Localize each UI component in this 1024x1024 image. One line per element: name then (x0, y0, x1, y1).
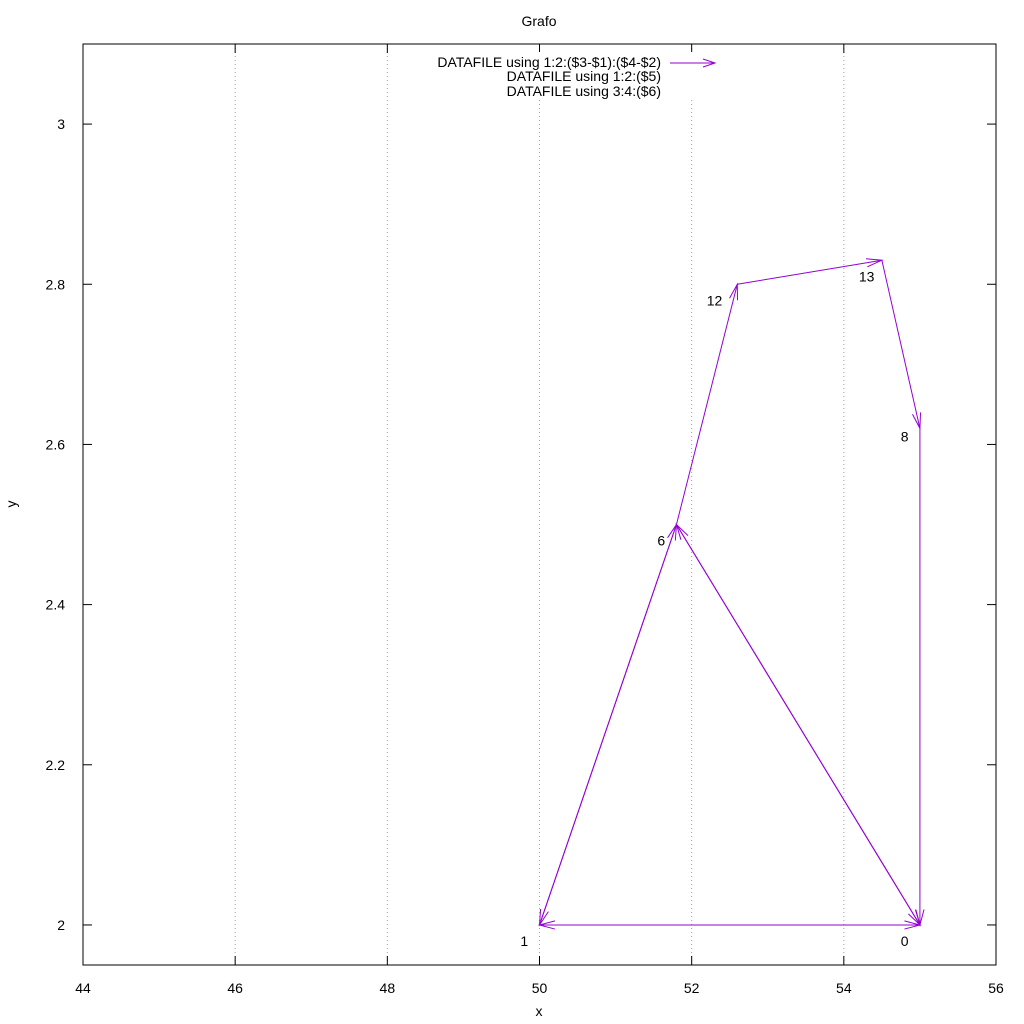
arrow (539, 920, 922, 930)
arrow-head (915, 909, 925, 927)
legend-arrow-head (702, 58, 717, 68)
axis-ticks (82, 44, 997, 965)
legend-entry-1: DATAFILE using 1:2:($3-$1):($4-$2) (437, 54, 661, 70)
grid-lines (234, 44, 845, 965)
arrow-shaft (539, 524, 677, 926)
arrow-shaft (675, 284, 738, 525)
x-tick-label: 50 (532, 980, 548, 996)
point-label: 13 (859, 268, 875, 284)
y-tick-label: 3 (57, 116, 65, 132)
arrow (538, 524, 677, 927)
arrow (676, 524, 921, 927)
arrow-series (537, 258, 925, 930)
arrow (881, 260, 922, 431)
y-tick-label: 2.8 (46, 276, 66, 292)
point-label: 6 (657, 533, 665, 549)
x-tick-label: 52 (684, 980, 700, 996)
point-label: 12 (707, 292, 723, 308)
legend-entry-2: DATAFILE using 1:2:($5) (507, 68, 661, 84)
point-label: 1 (520, 933, 528, 949)
x-axis-label: x (536, 1003, 543, 1019)
legend-background (395, 52, 730, 98)
legend: DATAFILE using 1:2:($3-$1):($4-$2) DATAF… (395, 52, 730, 99)
x-tick-label: 46 (227, 980, 243, 996)
point-label: 8 (901, 428, 909, 444)
x-tick-labels: 44 46 48 50 52 54 56 (75, 980, 1004, 996)
x-tick-label: 44 (75, 980, 91, 996)
arrow (675, 282, 739, 525)
chart-title: Grafo (521, 13, 556, 29)
arrow-head (538, 908, 549, 927)
y-tick-label: 2.4 (46, 597, 66, 613)
legend-entry-3: DATAFILE using 3:4:($6) (507, 83, 661, 99)
arrow (915, 428, 925, 927)
x-tick-label: 48 (380, 980, 396, 996)
arrow-shaft (737, 259, 882, 285)
y-tick-labels: 2 2.2 2.4 2.6 2.8 3 (46, 116, 66, 933)
arrow-shaft (676, 524, 921, 926)
y-tick-label: 2.6 (46, 436, 66, 452)
point-labels: 0 1 6 12 13 8 (520, 268, 908, 949)
y-axis-label: y (3, 501, 19, 508)
x-tick-label: 54 (836, 980, 852, 996)
arrow-shaft (881, 260, 921, 429)
y-tick-label: 2 (57, 917, 65, 933)
point-label: 0 (901, 933, 909, 949)
x-tick-label: 56 (988, 980, 1004, 996)
y-tick-label: 2.2 (46, 757, 66, 773)
